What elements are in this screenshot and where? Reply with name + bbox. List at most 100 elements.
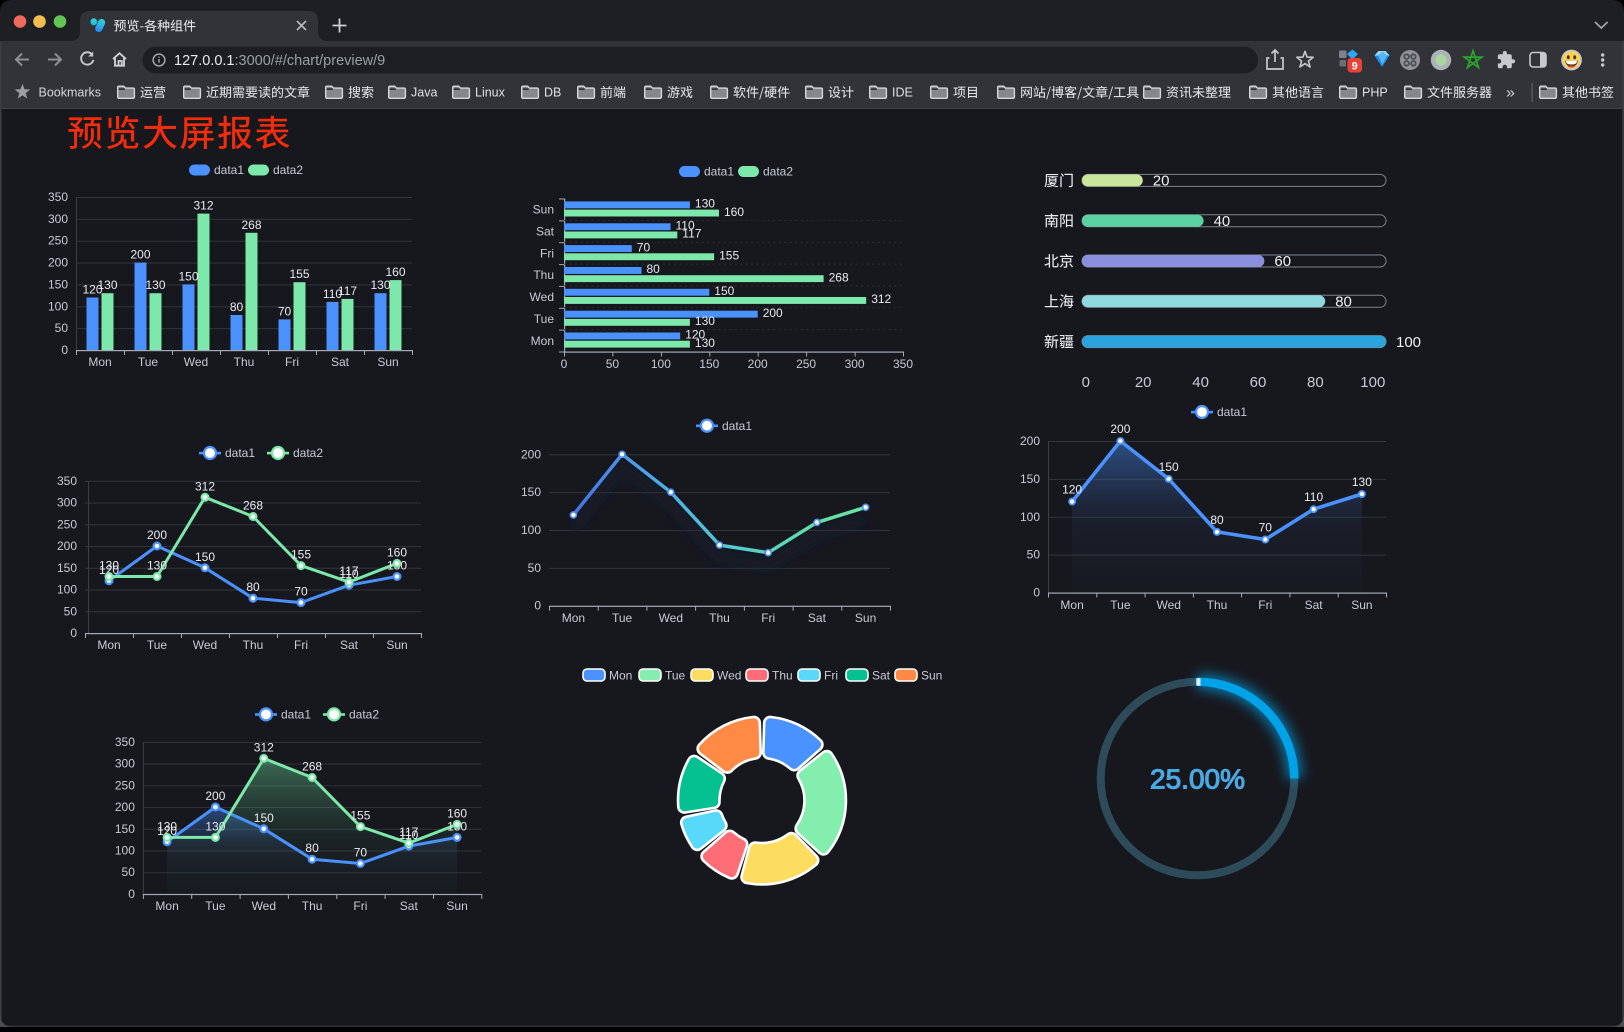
svg-text:80: 80 — [305, 841, 319, 855]
svg-text:200: 200 — [763, 306, 783, 320]
svg-text:200: 200 — [748, 357, 768, 371]
svg-text:150: 150 — [1159, 460, 1179, 474]
svg-text:Sun: Sun — [533, 203, 554, 217]
svg-text:312: 312 — [193, 199, 213, 213]
svg-text:Java: Java — [411, 86, 437, 100]
svg-text:50: 50 — [55, 321, 69, 335]
svg-text:Thu: Thu — [709, 611, 730, 625]
svg-text:60: 60 — [1274, 253, 1291, 270]
svg-text:130: 130 — [695, 314, 715, 328]
svg-text:Wed: Wed — [659, 611, 683, 625]
svg-text:Fri: Fri — [294, 638, 308, 652]
svg-text:100: 100 — [521, 523, 541, 537]
svg-text:250: 250 — [115, 778, 135, 792]
svg-text:130: 130 — [1352, 475, 1372, 489]
svg-text:Wed: Wed — [717, 669, 741, 683]
svg-text:Tue: Tue — [147, 638, 168, 652]
svg-text:130: 130 — [147, 559, 167, 573]
svg-text:150: 150 — [699, 357, 719, 371]
svg-text:0: 0 — [70, 626, 77, 640]
svg-text:Linux: Linux — [475, 86, 506, 100]
svg-text:Mon: Mon — [609, 669, 632, 683]
svg-text:70: 70 — [637, 240, 651, 254]
svg-text:Mon: Mon — [155, 899, 178, 913]
svg-text:268: 268 — [302, 760, 322, 774]
svg-text:80: 80 — [1307, 374, 1324, 391]
svg-text:data1: data1 — [722, 419, 752, 433]
svg-text:50: 50 — [606, 357, 620, 371]
svg-text:100: 100 — [1360, 374, 1385, 391]
svg-text:data1: data1 — [1217, 405, 1247, 419]
svg-text:data1: data1 — [281, 708, 311, 722]
svg-text:155: 155 — [719, 249, 739, 263]
svg-text:data2: data2 — [349, 708, 379, 722]
svg-text:Sat: Sat — [1305, 598, 1324, 612]
svg-text:70: 70 — [278, 304, 292, 318]
svg-text:100: 100 — [651, 357, 671, 371]
svg-text:200: 200 — [115, 800, 135, 814]
svg-text:Bookmarks: Bookmarks — [39, 86, 102, 100]
svg-text:100: 100 — [48, 299, 68, 313]
svg-text:130: 130 — [99, 559, 119, 573]
svg-text:350: 350 — [57, 474, 77, 488]
svg-text:Mon: Mon — [531, 334, 554, 348]
svg-text:150: 150 — [521, 485, 541, 499]
svg-text:Mon: Mon — [97, 638, 120, 652]
svg-text:Sun: Sun — [855, 611, 876, 625]
svg-text:data2: data2 — [293, 446, 323, 460]
svg-text:160: 160 — [385, 265, 405, 279]
svg-text:Fri: Fri — [353, 899, 367, 913]
svg-text:0: 0 — [1082, 374, 1090, 391]
svg-text:160: 160 — [724, 205, 744, 219]
svg-text:200: 200 — [57, 539, 77, 553]
svg-text:80: 80 — [647, 262, 661, 276]
svg-text:110: 110 — [339, 567, 358, 581]
svg-text:350: 350 — [115, 735, 135, 749]
svg-text:160: 160 — [447, 806, 467, 820]
svg-text:200: 200 — [521, 447, 541, 461]
svg-text:155: 155 — [289, 267, 309, 281]
svg-text:312: 312 — [254, 740, 274, 754]
svg-text:20: 20 — [1135, 374, 1152, 391]
svg-text:70: 70 — [1259, 521, 1273, 535]
svg-text:80: 80 — [246, 580, 260, 594]
svg-text:Wed: Wed — [193, 638, 217, 652]
svg-text:0: 0 — [534, 599, 541, 613]
svg-text:Fri: Fri — [761, 611, 775, 625]
svg-text:100: 100 — [1020, 510, 1040, 524]
svg-text:50: 50 — [1027, 548, 1041, 562]
svg-text:130: 130 — [370, 278, 390, 292]
svg-text:300: 300 — [57, 496, 77, 510]
svg-text:40: 40 — [1192, 374, 1209, 391]
svg-text:50: 50 — [528, 561, 542, 575]
svg-text:130: 130 — [145, 278, 165, 292]
svg-text:150: 150 — [1020, 472, 1040, 486]
svg-text:130: 130 — [695, 197, 715, 211]
svg-text:150: 150 — [195, 550, 215, 564]
svg-text:117: 117 — [399, 825, 418, 839]
svg-text:200: 200 — [1110, 422, 1130, 436]
svg-text::3000/#/chart/preview/9: :3000/#/chart/preview/9 — [235, 53, 386, 69]
svg-text:150: 150 — [178, 269, 198, 283]
svg-text:200: 200 — [1020, 434, 1040, 448]
svg-text:Tue: Tue — [665, 669, 686, 683]
svg-text:50: 50 — [64, 604, 78, 618]
svg-text:150: 150 — [115, 822, 135, 836]
svg-text:200: 200 — [130, 248, 150, 262]
svg-text:100: 100 — [115, 844, 135, 858]
svg-text:150: 150 — [714, 284, 734, 298]
svg-text:0: 0 — [128, 887, 135, 901]
svg-text:Mon: Mon — [1060, 598, 1083, 612]
svg-text:Thu: Thu — [302, 899, 323, 913]
svg-text:Sun: Sun — [1351, 598, 1372, 612]
svg-text:117: 117 — [339, 564, 358, 578]
svg-text:Mon: Mon — [562, 611, 585, 625]
svg-text:110: 110 — [399, 828, 418, 842]
svg-text:PHP: PHP — [1362, 86, 1388, 100]
svg-text:110: 110 — [1304, 490, 1323, 504]
svg-text:250: 250 — [48, 234, 68, 248]
svg-text:Fri: Fri — [540, 246, 554, 260]
svg-text:Wed: Wed — [184, 355, 208, 369]
svg-text:data1: data1 — [704, 165, 734, 179]
svg-text:DB: DB — [544, 86, 561, 100]
